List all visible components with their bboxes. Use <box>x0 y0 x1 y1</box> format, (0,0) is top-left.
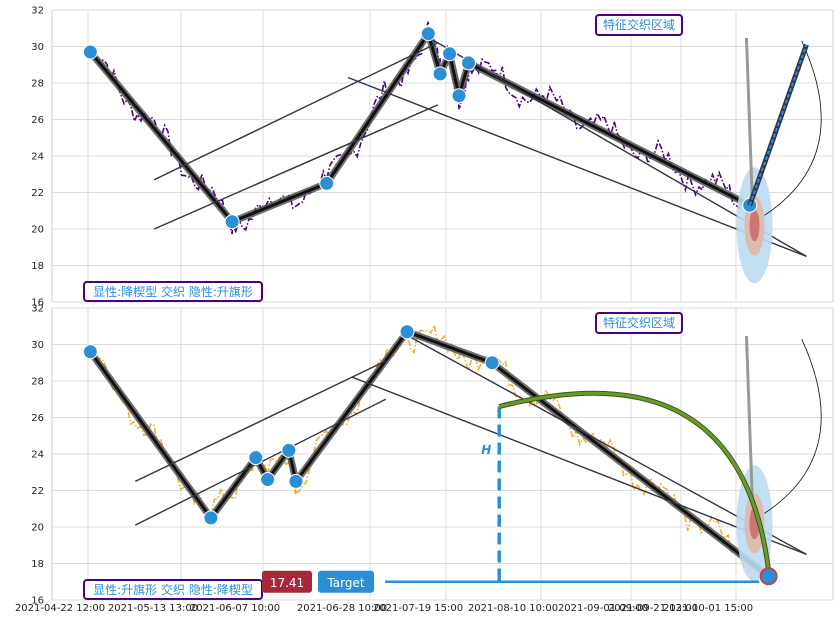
y-tick-label: 16 <box>31 596 44 607</box>
zone-label-box: 特征交织区域 <box>595 312 683 334</box>
x-tick-label: 2021-06-28 10:00 <box>297 603 387 614</box>
zone-label-text: 特征交织区域 <box>603 315 675 330</box>
target-arrow <box>748 44 808 206</box>
y-tick-label: 26 <box>31 115 44 126</box>
price-label-text: 17.41 <box>270 576 304 590</box>
zone-label-frame <box>595 312 683 334</box>
pattern-point <box>442 46 458 62</box>
pattern-point <box>224 214 240 230</box>
x-tick-label: 2021-08-10 10:00 <box>468 603 558 614</box>
pattern-point <box>460 55 476 71</box>
target-point <box>759 567 778 586</box>
channel-line <box>347 76 807 258</box>
pattern-point <box>288 473 304 489</box>
pattern-label-box: 显性:降楔型 交织 隐性:升旗形 <box>83 281 263 302</box>
y-tick-label: 20 <box>31 225 44 236</box>
price-series <box>90 21 751 235</box>
x-tick-label: 2021-10-01 15:00 <box>663 603 753 614</box>
pattern-label-frame <box>83 281 263 302</box>
channel-line <box>134 360 387 483</box>
y-tick-label: 22 <box>31 188 44 199</box>
price-label-box: 17.41 <box>262 570 312 593</box>
pattern-point <box>82 344 98 360</box>
pattern-point <box>399 324 415 340</box>
pattern-point <box>82 44 98 60</box>
arc-line <box>764 40 822 216</box>
pattern-label-text: 显性:降楔型 交织 隐性:升旗形 <box>93 284 253 299</box>
y-tick-label: 24 <box>31 152 44 163</box>
x-tick-label: 2021-09-01 09:00 <box>558 603 648 614</box>
target-label-bg <box>318 570 374 593</box>
pattern-label-box: 显性:升旗形 交织 隐性:降楔型 <box>83 579 263 600</box>
zone-label-text: 特征交织区域 <box>603 17 675 32</box>
height-marker-label: H <box>481 443 491 457</box>
y-tick-label: 30 <box>31 42 44 53</box>
y-tick-label: 28 <box>31 377 44 388</box>
y-tick-label: 20 <box>31 523 44 534</box>
projection-arc <box>498 391 771 571</box>
target-label-box: Target <box>318 570 374 593</box>
x-tick-label: 2021-09-21 13:00 <box>608 603 698 614</box>
y-tick-label: 32 <box>31 304 44 315</box>
y-tick-label: 32 <box>31 6 44 17</box>
zone-pointer <box>744 37 754 206</box>
target-label-text: Target <box>326 576 364 590</box>
x-tick-label: 2021-04-22 12:00 <box>15 603 105 614</box>
y-tick-label: 30 <box>31 340 44 351</box>
y-tick-label: 22 <box>31 486 44 497</box>
pattern-label-text: 显性:升旗形 交织 隐性:降楔型 <box>93 582 253 597</box>
pattern-point <box>451 88 467 104</box>
zone-pointer <box>744 335 754 504</box>
y-tick-label: 18 <box>31 559 44 570</box>
y-tick-label: 26 <box>31 413 44 424</box>
y-tick-label: 24 <box>31 450 44 461</box>
arc-line <box>764 338 822 514</box>
channel-line <box>352 376 807 556</box>
pattern-point <box>260 472 276 488</box>
pattern-point <box>319 175 335 191</box>
pattern-point <box>420 26 436 42</box>
channel-line <box>153 104 439 230</box>
x-tick-label: 2021-06-07 10:00 <box>190 603 280 614</box>
zone-inner-ellipse <box>749 209 760 242</box>
y-tick-label: 28 <box>31 79 44 90</box>
x-tick-label: 2021-07-19 15:00 <box>373 603 463 614</box>
pattern-point <box>203 510 219 526</box>
pattern-point <box>248 450 264 466</box>
x-tick-label: 2021-05-13 13:00 <box>108 603 198 614</box>
pattern-point <box>484 355 500 371</box>
pattern-point <box>432 66 448 82</box>
zone-label-frame <box>595 14 683 36</box>
channel-line <box>153 42 439 181</box>
y-tick-label: 16 <box>31 298 44 309</box>
zone-label-box: 特征交织区域 <box>595 14 683 36</box>
y-tick-label: 18 <box>31 261 44 272</box>
price-label-bg <box>262 570 312 593</box>
pattern-point <box>281 442 297 458</box>
